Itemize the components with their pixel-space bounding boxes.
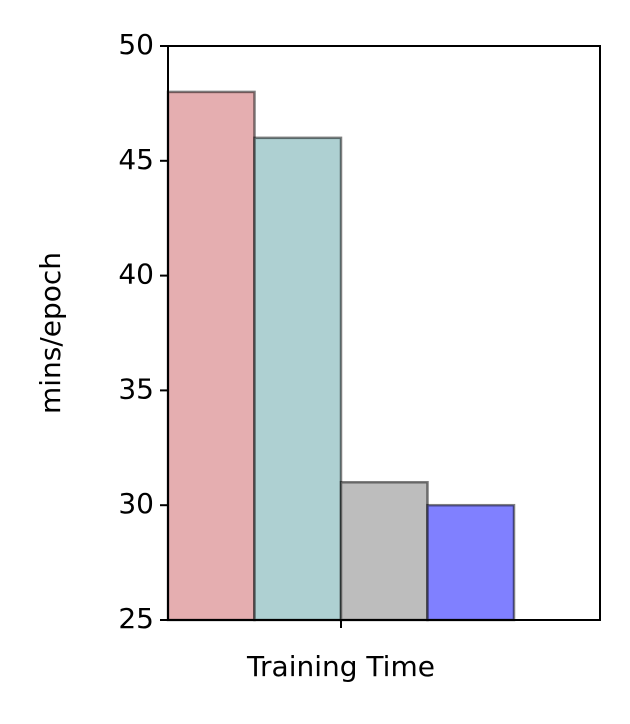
y-tick-label: 50 [118, 28, 154, 61]
y-axis-label: mins/epoch [34, 252, 67, 414]
x-tick-label: Training Time [246, 650, 435, 683]
plot-frame [167, 45, 601, 621]
bar [426, 503, 516, 622]
y-tick-label: 35 [118, 372, 154, 405]
y-tick-label: 40 [118, 258, 154, 291]
y-tick-label: 45 [118, 143, 154, 176]
bar [339, 480, 429, 622]
bar [253, 136, 343, 622]
y-tick-label: 25 [118, 602, 154, 635]
y-tick-label: 30 [118, 487, 154, 520]
bar [166, 90, 256, 622]
